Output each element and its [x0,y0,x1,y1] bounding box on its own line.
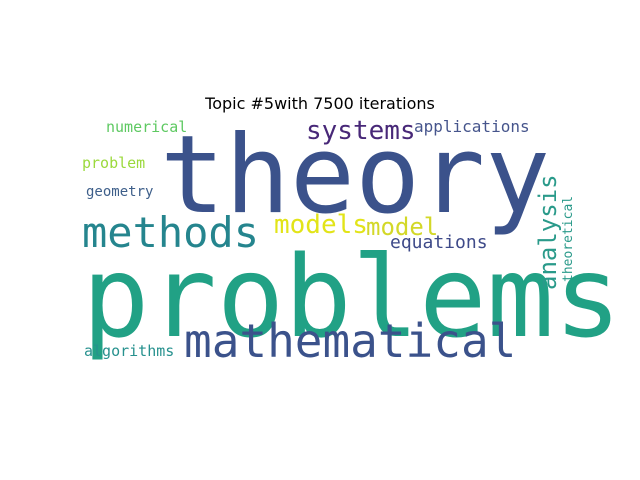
word-analysis: analysis [534,174,562,290]
word-applications: applications [414,117,530,136]
word-methods: methods [82,208,260,257]
word-problems: problems [82,233,622,363]
word-model: model [366,213,439,241]
word-problem: problem [82,154,146,172]
word-models: models [274,210,368,240]
word-algorithms: algorithms [84,342,175,360]
word-geometry: geometry [86,184,154,200]
word-theoretical: theoretical [561,195,576,282]
word-theory: theory [160,113,551,238]
word-cloud: theory problems mathematical methods sys… [80,113,621,370]
word-equations: equations [390,232,488,253]
word-systems: systems [306,116,416,146]
figure-title: Topic #5with 7500 iterations [205,94,435,113]
word-mathematical: mathematical [184,314,517,368]
word-numerical: numerical [106,118,188,136]
